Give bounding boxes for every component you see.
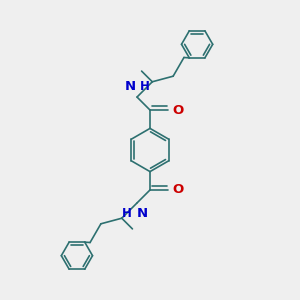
Text: O: O (172, 184, 183, 196)
Text: H: H (140, 80, 149, 94)
Text: H: H (122, 206, 132, 220)
Text: O: O (172, 103, 183, 116)
Text: N: N (124, 80, 136, 94)
Text: N: N (137, 206, 148, 220)
